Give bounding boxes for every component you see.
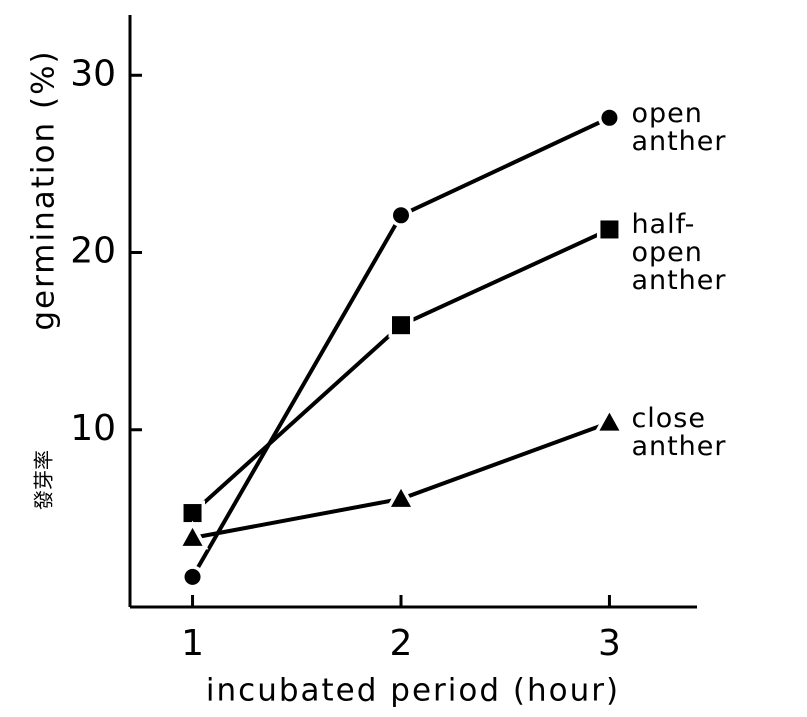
legend-label: close anther [631, 402, 727, 462]
legend-label: half-open anther [631, 209, 727, 297]
x-tick-label: 1 [181, 623, 204, 664]
y-tick-label: 30 [70, 53, 116, 94]
marker [389, 203, 413, 227]
marker [180, 500, 206, 526]
x-tick-label: 3 [598, 623, 621, 664]
marker [593, 405, 626, 435]
x-tick-label: 2 [390, 623, 413, 664]
marker [388, 312, 414, 338]
marker [385, 481, 417, 511]
y-axis-label-alt: 發芽率 [32, 450, 56, 510]
marker [596, 216, 622, 242]
x-axis-label: incubated period (hour) [206, 673, 620, 709]
series-line [192, 420, 611, 540]
marker [597, 106, 621, 130]
y-axis-label: germination (%) [26, 49, 62, 330]
y-tick-label: 20 [70, 231, 116, 272]
marker [181, 565, 205, 589]
marker [176, 520, 209, 550]
legend-label: open anther [631, 97, 727, 157]
y-tick-label: 10 [70, 408, 116, 449]
